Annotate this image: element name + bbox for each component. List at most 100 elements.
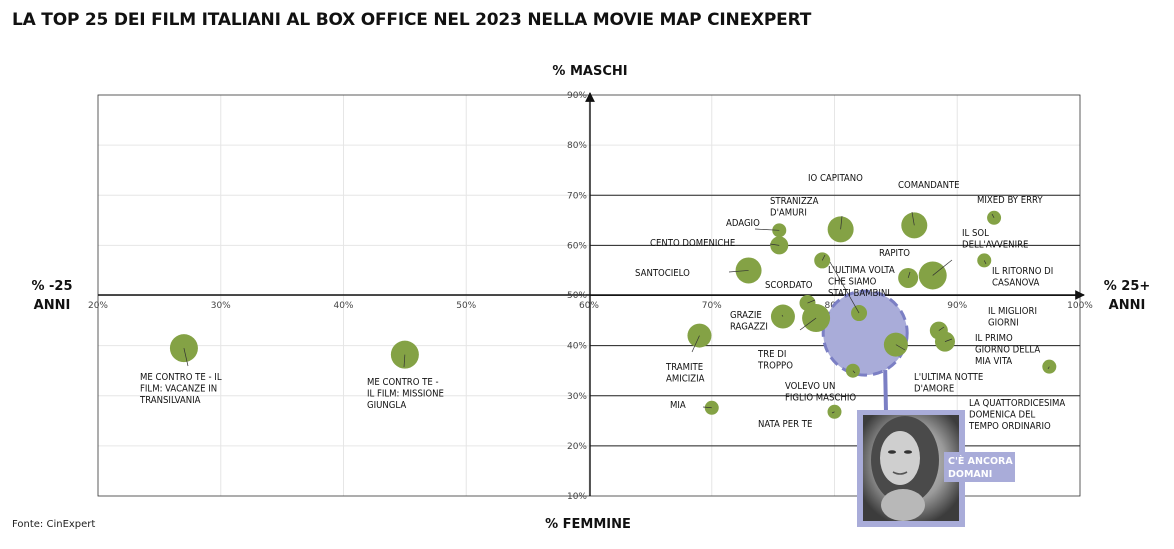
- leader-line: [944, 338, 953, 342]
- point-label-line: L'ULTIMA VOLTA: [828, 265, 895, 276]
- point-label-line: LA QUATTORDICESIMA: [969, 398, 1065, 409]
- leader-line: [840, 215, 843, 230]
- point-label-line: DELL'AVVENIRE: [962, 240, 1028, 251]
- point-label-line: D'AMORE: [914, 384, 954, 395]
- point-label: TRAMITE AMICIZIA: [665, 362, 705, 385]
- x-tick-label: 90%: [947, 301, 967, 311]
- leader-line: [754, 228, 780, 231]
- y-tick-label: 40%: [567, 342, 587, 352]
- leader-line: [938, 326, 945, 331]
- point-label-line: VOLEVO UN: [785, 381, 835, 392]
- y-tick-label: 20%: [567, 442, 587, 452]
- leader-line: [895, 344, 906, 351]
- point-label: MIXED BY ERRY: [977, 195, 1043, 206]
- point-label-line: MIA VITA: [975, 356, 1012, 367]
- x-tick-label: 70%: [702, 301, 722, 311]
- point-label-line: IL FILM: MISSIONE: [367, 389, 444, 400]
- point-label-line: SCORDATO: [765, 280, 813, 291]
- point-label-line: TRAMITE: [665, 362, 703, 373]
- chart-title: LA TOP 25 DEI FILM ITALIANI AL BOX OFFIC…: [12, 10, 812, 30]
- y-axis-title-top: % MASCHI: [552, 64, 627, 79]
- point-label: IL MIGLIORI GIORNI: [988, 306, 1037, 329]
- point-label-line: ADAGIO: [726, 218, 760, 229]
- point-label: LA QUATTORDICESIMA DOMENICA DEL TEMPO ORDI…: [968, 398, 1065, 432]
- point-label-line: TRANSILVANIA: [139, 395, 201, 406]
- poster-label-line1: C'È ANCORA: [948, 455, 1013, 467]
- leader-line: [821, 254, 826, 261]
- poster-neck: [881, 489, 925, 521]
- point-label: ADAGIO: [726, 218, 760, 229]
- point-label-line: DOMENICA DEL: [969, 410, 1036, 421]
- poster-eye-right: [904, 450, 912, 454]
- source-note: Fonte: CinExpert: [12, 519, 95, 530]
- point-label-line: GIORNI: [988, 318, 1019, 329]
- point-label-line: GIUNGLA: [367, 400, 406, 411]
- point-label: IL RITORNO DI CASANOVA: [992, 266, 1053, 289]
- y-tick-label: 60%: [567, 241, 587, 251]
- point-label-line: STRANIZZA: [770, 196, 819, 207]
- leader-line: [728, 270, 749, 273]
- point-label-line: RAPITO: [879, 248, 910, 259]
- point-label: L'ULTIMA NOTTE D'AMORE: [914, 372, 983, 395]
- point-label: IL SOL DELL'AVVENIRE: [962, 228, 1028, 251]
- x-axis-title-right-line2: ANNI: [1109, 298, 1146, 313]
- x-axis-title-right-line1: % 25+: [1104, 279, 1151, 294]
- leader-line: [781, 314, 784, 317]
- leader-line: [702, 406, 712, 409]
- poster-face: [880, 431, 920, 485]
- x-tick-label: 60%: [579, 301, 599, 311]
- point-label: CENTO DOMENICHE: [650, 238, 735, 249]
- point-label-line: AMICIZIA: [666, 374, 705, 385]
- point-label-line: D'AMURI: [770, 208, 807, 219]
- point-label: RAPITO: [879, 248, 910, 259]
- axes: [98, 92, 1085, 496]
- x-tick-label: 40%: [333, 301, 353, 311]
- point-label: IL PRIMO GIORNO DELLA MIA VITA: [975, 333, 1040, 367]
- leader-line: [852, 370, 856, 374]
- highlight-poster: C'È ANCORA DOMANI: [857, 410, 1015, 527]
- leader-line: [991, 213, 995, 218]
- point-label-line: COMANDANTE: [898, 180, 960, 191]
- poster-label-bg: [944, 452, 1015, 482]
- point-label-line: FIGLIO MASCHIO: [785, 393, 856, 404]
- poster-mouth: [892, 471, 908, 475]
- point-label-line: TRE DI: [757, 349, 786, 360]
- point-label-line: GRAZIE: [730, 310, 762, 321]
- leader-line: [799, 317, 817, 331]
- leader-line: [829, 261, 860, 314]
- point-label-line: TEMPO ORDINARIO: [968, 421, 1051, 432]
- x-tick-label: 30%: [211, 301, 231, 311]
- point-label: SANTOCIELO: [635, 268, 690, 279]
- point-label-line: CENTO DOMENICHE: [650, 238, 735, 249]
- leader-line: [403, 354, 406, 368]
- point-label-line: SANTOCIELO: [635, 268, 690, 279]
- point-label: ME CONTRO TE - IL FILM: VACANZE IN TRANSIL…: [139, 372, 222, 406]
- point-label-line: IL PRIMO: [975, 333, 1013, 344]
- highlight-bubble: [821, 289, 909, 377]
- poster-eye-left: [888, 450, 896, 454]
- leader-line: [932, 259, 953, 276]
- point-label-line: ME CONTRO TE - IL: [140, 372, 222, 383]
- point-label: MIA: [670, 400, 686, 411]
- point-label-line: FILM: VACANZE IN: [140, 384, 217, 395]
- y-tick-label: 90%: [567, 91, 587, 101]
- point-label-line: IL MIGLIORI: [988, 306, 1037, 317]
- point-label: STRANIZZA D'AMURI: [770, 196, 819, 219]
- x-axis-title-left-line1: % -25: [31, 279, 72, 294]
- point-label: COMANDANTE: [898, 180, 960, 191]
- x-tick-label: 100%: [1067, 301, 1093, 311]
- point-label: TRE DI TROPPO: [757, 349, 793, 372]
- point-label-line: L'ULTIMA NOTTE: [914, 372, 983, 383]
- x-tick-label: 50%: [456, 301, 476, 311]
- point-label-line: RAGAZZI: [730, 322, 768, 333]
- leader-line: [183, 348, 189, 367]
- point-label-line: TROPPO: [757, 361, 793, 372]
- point-label: NATA PER TE: [758, 419, 812, 430]
- tick-labels: 20%30%40%50%60%70%80%90%100%90%80%70%60%…: [88, 91, 1093, 502]
- point-label-line: IO CAPITANO: [808, 173, 863, 184]
- point-label: SCORDATO: [765, 280, 813, 291]
- x-tick-label: 20%: [88, 301, 108, 311]
- leader-line: [911, 211, 915, 226]
- y-axis-title-bottom: % FEMMINE: [545, 517, 631, 532]
